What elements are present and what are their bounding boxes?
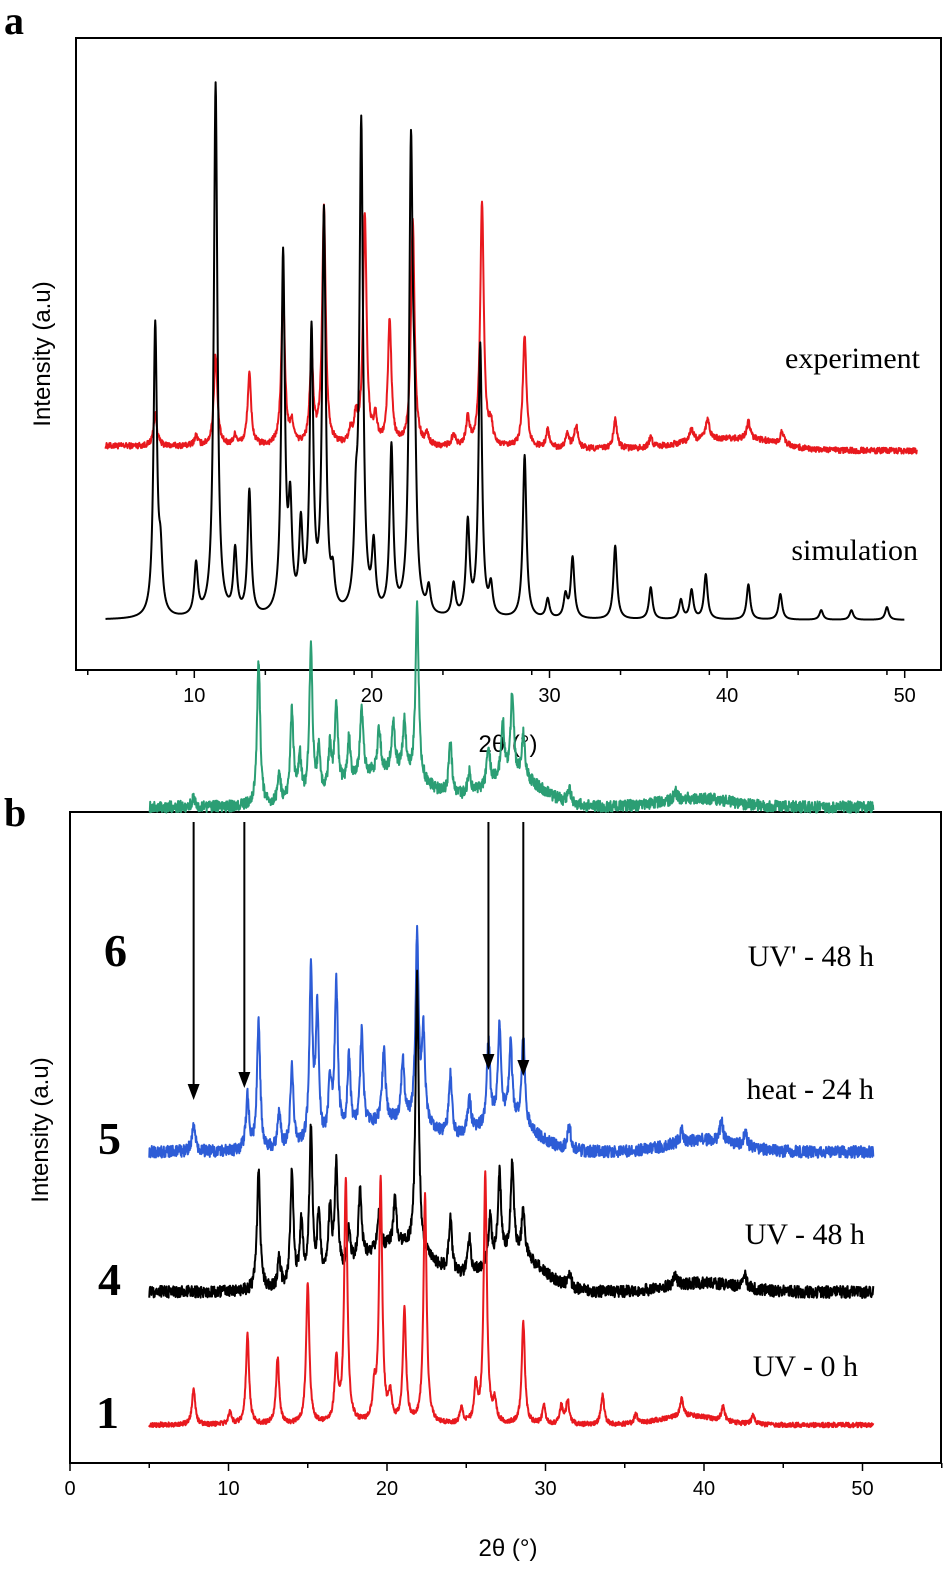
sample-number-4: 4: [98, 1254, 121, 1305]
arrow-head-icon: [187, 1084, 200, 1100]
series-trace-heat-24-h: [148, 924, 875, 1159]
x-tick-label: 50: [851, 1478, 873, 1500]
x-tick-label: 40: [716, 685, 738, 707]
label-experiment: experiment: [785, 342, 921, 375]
x-tick-label: 10: [217, 1478, 239, 1500]
x-tick-label: 40: [693, 1478, 715, 1500]
arrow-head-icon: [482, 1054, 495, 1070]
series-trace-uv-0-h: [148, 1170, 875, 1429]
panel-letter-a: a: [4, 0, 24, 43]
panel-b-chart: 0 10 20 30 40 50 2θ (°) Intensity (a.u) UV' -…: [27, 600, 943, 1562]
x-tick-label: 30: [538, 685, 560, 707]
x-tick-label: 50: [894, 685, 916, 707]
x-tick-label: 20: [361, 685, 383, 707]
series-trace-experiment: [104, 200, 918, 455]
panel-a-frame: [75, 37, 942, 671]
label-uv-prime-48h: UV' - 48 h: [748, 940, 874, 973]
x-tick-label: 30: [534, 1478, 556, 1500]
panel-b-x-ticks: 0 10 20 30 40 50: [64, 1463, 943, 1500]
panel-b-x-axis-title: 2θ (°): [479, 1535, 538, 1562]
label-heat-24h: heat - 24 h: [747, 1073, 874, 1106]
x-tick-label: 0: [64, 1478, 75, 1500]
panel-b-y-axis-title: Intensity (a.u): [27, 1057, 54, 1202]
sample-number-6: 6: [104, 925, 127, 976]
series-trace-uv-48-h: [148, 600, 875, 814]
label-uv-0h: UV - 0 h: [753, 1350, 858, 1383]
panel-letter-b: b: [4, 790, 26, 835]
panel-b-traces: [148, 600, 875, 1429]
series-trace-simulation: [104, 81, 905, 621]
x-tick-label: 10: [183, 685, 205, 707]
series-trace-uv-48-h: [148, 969, 875, 1299]
arrow-head-icon: [517, 1060, 530, 1076]
panel-a-y-axis-title: Intensity (a.u): [29, 281, 56, 426]
sample-number-1: 1: [96, 1387, 119, 1438]
sample-number-5: 5: [98, 1113, 121, 1164]
panel-a-x-ticks: 10 20 30 40 50: [86, 670, 916, 707]
label-uv-48h: UV - 48 h: [745, 1218, 865, 1251]
panel-b-frame: [69, 811, 942, 1464]
arrow-head-icon: [238, 1072, 251, 1088]
label-simulation: simulation: [791, 534, 918, 567]
panel-a-traces: [104, 81, 918, 621]
panel-b-arrows: [187, 822, 530, 1100]
panel-a-chart: 10 20 30 40 50 2θ (°) Intensity (a.u) experi…: [29, 37, 942, 758]
x-tick-label: 20: [376, 1478, 398, 1500]
